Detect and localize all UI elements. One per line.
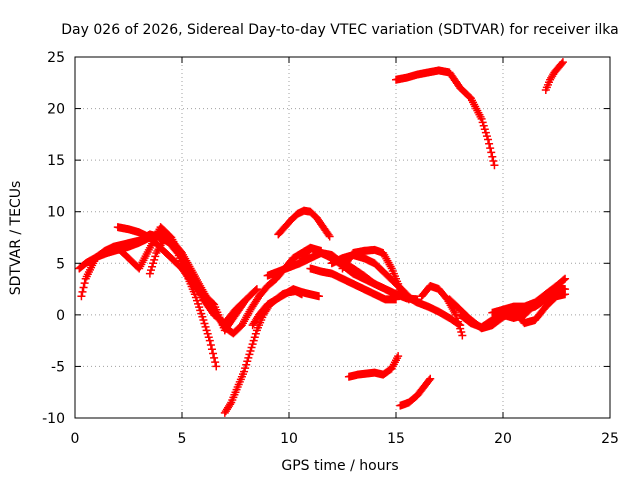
data-point bbox=[148, 262, 157, 271]
data-point bbox=[481, 128, 490, 137]
data-point bbox=[482, 132, 491, 141]
data-point bbox=[425, 376, 434, 385]
y-tick-label: 25 bbox=[47, 50, 65, 66]
data-point bbox=[244, 353, 253, 362]
data-point bbox=[486, 144, 495, 153]
y-tick-label: 5 bbox=[56, 256, 65, 272]
data-point bbox=[490, 161, 499, 170]
data-point bbox=[79, 283, 88, 292]
data-point bbox=[458, 331, 467, 340]
data-point bbox=[204, 333, 213, 342]
data-point bbox=[243, 357, 252, 366]
series-trace-23 bbox=[396, 374, 435, 410]
data-point bbox=[246, 346, 255, 355]
data-point bbox=[477, 114, 486, 123]
data-point bbox=[149, 259, 158, 268]
data-point bbox=[241, 364, 250, 373]
data-point bbox=[314, 292, 323, 301]
data-point bbox=[211, 358, 220, 367]
series-layer bbox=[75, 58, 570, 417]
y-tick-label: -5 bbox=[51, 359, 65, 375]
y-axis-title: SDTVAR / TECUs bbox=[8, 181, 24, 296]
data-point bbox=[561, 274, 570, 283]
data-point bbox=[78, 287, 87, 296]
data-point bbox=[489, 157, 498, 166]
data-point bbox=[250, 333, 259, 342]
data-point bbox=[457, 328, 466, 337]
y-tick-label: 15 bbox=[47, 153, 65, 169]
data-point bbox=[248, 340, 257, 349]
data-point bbox=[561, 285, 570, 294]
data-point bbox=[324, 230, 333, 239]
data-point bbox=[480, 125, 489, 134]
data-point bbox=[559, 275, 568, 284]
y-tick-label: 20 bbox=[47, 102, 65, 118]
data-point bbox=[202, 326, 211, 335]
series-trace-19 bbox=[499, 284, 570, 322]
data-point bbox=[207, 345, 216, 354]
data-point bbox=[251, 329, 260, 338]
data-point bbox=[240, 367, 249, 376]
y-tick-label: 10 bbox=[47, 205, 65, 221]
x-tick-label: 20 bbox=[494, 431, 512, 447]
data-point bbox=[454, 317, 463, 326]
data-point bbox=[479, 121, 488, 130]
data-point bbox=[206, 340, 215, 349]
data-point bbox=[485, 139, 494, 148]
data-point bbox=[394, 352, 403, 361]
chart-title: Day 026 of 2026, Sidereal Day-to-day VTE… bbox=[61, 22, 618, 38]
data-point bbox=[145, 269, 154, 278]
data-point bbox=[558, 58, 567, 67]
tick-layer: 0 5 10 15 20 25 -10 -5 0 5 10 15 20 25 bbox=[42, 50, 619, 447]
data-point bbox=[210, 353, 219, 362]
x-axis-title: GPS time / hours bbox=[281, 458, 398, 474]
x-tick-label: 25 bbox=[601, 431, 619, 447]
x-tick-label: 5 bbox=[178, 431, 187, 447]
data-point bbox=[199, 316, 208, 325]
series-trace-21 bbox=[541, 58, 567, 95]
x-tick-label: 10 bbox=[280, 431, 298, 447]
series-trace-15 bbox=[417, 281, 467, 340]
data-point bbox=[212, 362, 221, 371]
data-point bbox=[242, 360, 251, 369]
plot-frame bbox=[74, 56, 611, 419]
data-point bbox=[456, 324, 465, 333]
data-point bbox=[245, 350, 254, 359]
data-point bbox=[150, 255, 159, 264]
data-point bbox=[249, 336, 258, 345]
data-point bbox=[252, 285, 261, 294]
y-tick-label: 0 bbox=[56, 308, 65, 324]
data-point bbox=[226, 400, 235, 409]
y-tick-label: -10 bbox=[42, 411, 65, 427]
data-point bbox=[251, 286, 260, 295]
data-point bbox=[488, 152, 497, 161]
data-point bbox=[80, 279, 89, 288]
series-trace-20 bbox=[392, 66, 499, 170]
data-point bbox=[209, 349, 218, 358]
series-trace-8 bbox=[274, 206, 334, 241]
data-point bbox=[77, 292, 86, 301]
data-point bbox=[484, 135, 493, 144]
series-trace-22 bbox=[344, 352, 403, 381]
data-point bbox=[478, 118, 487, 127]
data-point bbox=[201, 322, 210, 331]
data-point bbox=[325, 232, 334, 241]
data-point bbox=[146, 266, 155, 275]
x-tick-label: 0 bbox=[71, 431, 80, 447]
data-point bbox=[426, 374, 435, 383]
grid-layer bbox=[75, 57, 610, 418]
data-point bbox=[205, 336, 214, 345]
data-point bbox=[487, 148, 496, 157]
data-point bbox=[557, 59, 566, 68]
series-trace-7 bbox=[248, 285, 323, 330]
x-tick-label: 15 bbox=[387, 431, 405, 447]
data-point bbox=[455, 321, 464, 330]
data-point bbox=[200, 319, 209, 328]
data-point bbox=[151, 252, 160, 261]
data-point bbox=[247, 343, 256, 352]
series-trace-11 bbox=[306, 264, 400, 304]
data-point bbox=[203, 329, 212, 338]
